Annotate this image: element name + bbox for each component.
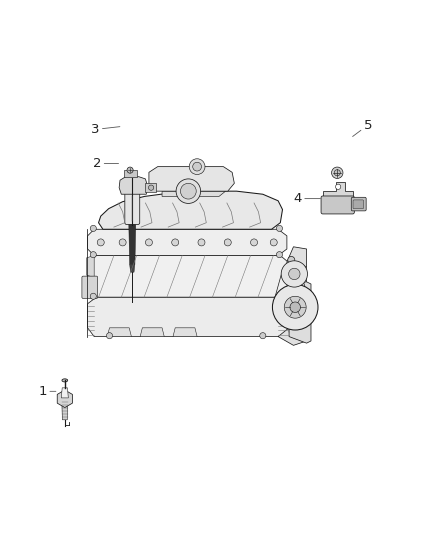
Circle shape (119, 239, 126, 246)
Text: 3: 3 (91, 123, 120, 136)
Circle shape (176, 179, 201, 204)
Polygon shape (140, 328, 164, 336)
Polygon shape (88, 229, 287, 255)
Circle shape (336, 184, 341, 189)
Polygon shape (289, 282, 311, 343)
Circle shape (288, 256, 295, 263)
Polygon shape (289, 263, 307, 339)
FancyBboxPatch shape (82, 276, 98, 298)
Polygon shape (119, 177, 148, 194)
Polygon shape (57, 390, 72, 408)
Polygon shape (124, 170, 137, 177)
Circle shape (172, 239, 179, 246)
FancyBboxPatch shape (125, 192, 140, 224)
Circle shape (251, 239, 258, 246)
Polygon shape (278, 247, 307, 345)
Circle shape (148, 185, 154, 190)
Polygon shape (61, 388, 68, 398)
Polygon shape (173, 328, 197, 336)
Circle shape (272, 285, 318, 330)
FancyBboxPatch shape (353, 200, 364, 209)
Circle shape (189, 159, 205, 174)
Polygon shape (323, 182, 353, 198)
Circle shape (106, 333, 113, 339)
Circle shape (332, 167, 343, 179)
Polygon shape (129, 223, 136, 264)
Circle shape (270, 239, 277, 246)
Circle shape (260, 333, 266, 339)
Polygon shape (87, 255, 94, 278)
Circle shape (90, 252, 96, 258)
Circle shape (281, 261, 307, 287)
Circle shape (198, 239, 205, 246)
Circle shape (276, 252, 283, 258)
Polygon shape (107, 328, 131, 336)
Text: 1: 1 (39, 385, 56, 398)
Text: 2: 2 (93, 157, 119, 170)
Circle shape (276, 293, 283, 300)
Polygon shape (145, 183, 156, 192)
Circle shape (224, 239, 231, 246)
Polygon shape (88, 255, 288, 297)
Circle shape (145, 239, 152, 246)
Circle shape (180, 183, 196, 199)
Text: 5: 5 (353, 118, 372, 136)
Polygon shape (130, 264, 135, 272)
FancyBboxPatch shape (321, 196, 354, 214)
Polygon shape (162, 191, 226, 197)
Circle shape (127, 167, 133, 173)
Polygon shape (99, 191, 283, 229)
Ellipse shape (62, 379, 67, 382)
Circle shape (90, 293, 96, 300)
Polygon shape (62, 399, 68, 420)
Text: 4: 4 (293, 192, 321, 205)
Circle shape (90, 225, 96, 231)
Circle shape (334, 169, 340, 176)
FancyBboxPatch shape (351, 197, 366, 211)
Circle shape (288, 264, 295, 271)
Circle shape (97, 239, 104, 246)
Polygon shape (88, 297, 289, 336)
Circle shape (276, 225, 283, 231)
Circle shape (193, 162, 201, 171)
Circle shape (289, 268, 300, 280)
Circle shape (284, 296, 306, 318)
Circle shape (290, 302, 300, 312)
Polygon shape (149, 167, 234, 191)
